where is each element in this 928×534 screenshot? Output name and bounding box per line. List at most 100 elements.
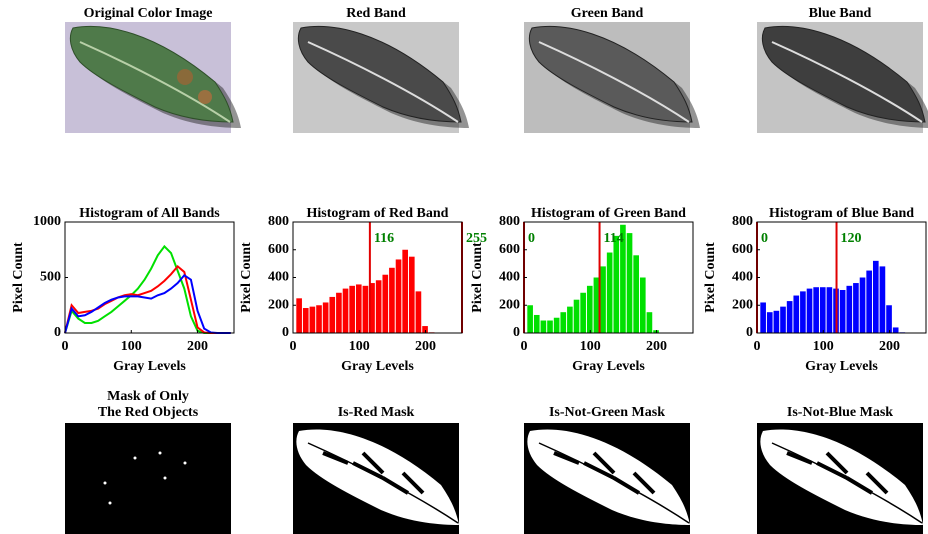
histogram-bar	[780, 307, 786, 333]
histogram-bar	[574, 300, 580, 333]
y-tick-label: 200	[268, 297, 289, 312]
histogram-bar	[800, 291, 806, 333]
image-title: Red Band	[346, 6, 406, 21]
image-title: Green Band	[571, 6, 644, 21]
histogram-bar	[310, 307, 316, 333]
histogram-bar	[774, 311, 780, 333]
x-tick-label: 100	[580, 339, 601, 354]
histogram-bar	[607, 253, 613, 333]
histogram-bar	[807, 289, 813, 333]
y-tick-label: 400	[499, 270, 520, 285]
y-axis-label: Pixel Count	[470, 242, 485, 313]
histogram-bar	[567, 307, 573, 333]
y-tick-label: 200	[732, 297, 753, 312]
histogram-bar	[840, 290, 846, 333]
histogram-bar	[343, 289, 349, 333]
histogram-bar	[541, 321, 547, 333]
y-tick-label: 500	[40, 270, 61, 285]
x-tick-label: 0	[521, 339, 528, 354]
x-tick-label: 100	[349, 339, 370, 354]
histogram-bar	[846, 286, 852, 333]
histogram-bar	[356, 284, 362, 333]
x-tick-label: 100	[121, 339, 142, 354]
y-tick-label: 400	[268, 270, 289, 285]
y-tick-label: 600	[732, 242, 753, 257]
histogram-bar	[402, 250, 408, 333]
chart-title: Histogram of All Bands	[79, 206, 220, 221]
image	[293, 22, 469, 133]
image	[524, 22, 700, 133]
figure: Original Color ImageRed BandGreen BandBl…	[0, 0, 928, 534]
y-tick-label: 0	[54, 325, 61, 340]
axes-box	[65, 222, 234, 333]
x-axis-label: Gray Levels	[572, 359, 645, 374]
y-tick-label: 1000	[33, 214, 61, 229]
speck	[164, 477, 167, 480]
y-tick-label: 0	[746, 325, 753, 340]
histogram-bar	[382, 275, 388, 333]
histogram-bar	[554, 318, 560, 333]
spot	[198, 90, 212, 104]
histogram-bar	[627, 233, 633, 333]
histogram-bar	[640, 278, 646, 334]
y-tick-label: 0	[282, 325, 289, 340]
mask-title: Is-Not-Green Mask	[549, 405, 665, 420]
histogram-bar	[600, 266, 606, 333]
histogram-bar	[376, 280, 382, 333]
mask-title: The Red Objects	[98, 405, 199, 420]
histogram-bar	[396, 259, 402, 333]
image	[757, 22, 928, 133]
histogram-bar	[349, 286, 355, 333]
histogram-bar	[587, 286, 593, 333]
chart-title: Histogram of Blue Band	[769, 206, 914, 221]
threshold-label: 120	[841, 231, 862, 246]
histogram-bar	[893, 327, 899, 333]
chart-title: Histogram of Green Band	[531, 206, 686, 221]
y-tick-label: 800	[732, 214, 753, 229]
histogram-bar	[303, 308, 309, 333]
histogram-bar	[534, 315, 540, 333]
histogram-bar	[336, 293, 342, 333]
spot	[177, 69, 193, 85]
x-tick-label: 200	[646, 339, 667, 354]
histogram-bar	[594, 278, 600, 334]
mask-image	[65, 423, 231, 534]
speck	[104, 482, 107, 485]
histogram-line	[65, 275, 231, 333]
x-tick-label: 0	[754, 339, 761, 354]
histogram-bar	[547, 321, 553, 333]
mask-title: Mask of Only	[107, 389, 189, 404]
threshold-label: 116	[374, 231, 394, 246]
y-tick-label: 400	[732, 270, 753, 285]
mask-image	[757, 423, 923, 534]
x-axis-label: Gray Levels	[805, 359, 878, 374]
histogram-bar	[363, 286, 369, 333]
histogram-bar	[613, 236, 619, 333]
threshold-label: 0	[761, 231, 768, 246]
histogram-bar	[527, 305, 533, 333]
histogram-bar	[767, 312, 773, 333]
speck	[134, 457, 137, 460]
speck	[109, 502, 112, 505]
y-tick-label: 800	[499, 214, 520, 229]
mask-background	[65, 423, 231, 534]
y-tick-label: 0	[513, 325, 520, 340]
speck	[184, 462, 187, 465]
histogram-bar	[787, 301, 793, 333]
x-axis-label: Gray Levels	[341, 359, 414, 374]
histogram-bar	[329, 297, 335, 333]
x-tick-label: 200	[879, 339, 900, 354]
histogram-bar	[827, 287, 833, 333]
y-axis-label: Pixel Count	[239, 242, 254, 313]
histogram-bar	[886, 305, 892, 333]
threshold-label: 114	[604, 231, 624, 246]
histogram-bar	[793, 296, 799, 333]
x-axis-label: Gray Levels	[113, 359, 186, 374]
x-tick-label: 0	[290, 339, 297, 354]
histogram-bar	[853, 283, 859, 333]
histogram-bar	[647, 312, 653, 333]
histogram-bar	[580, 293, 586, 333]
mask-title: Is-Not-Blue Mask	[787, 405, 893, 420]
histogram-bar	[820, 287, 826, 333]
x-tick-label: 0	[62, 339, 69, 354]
